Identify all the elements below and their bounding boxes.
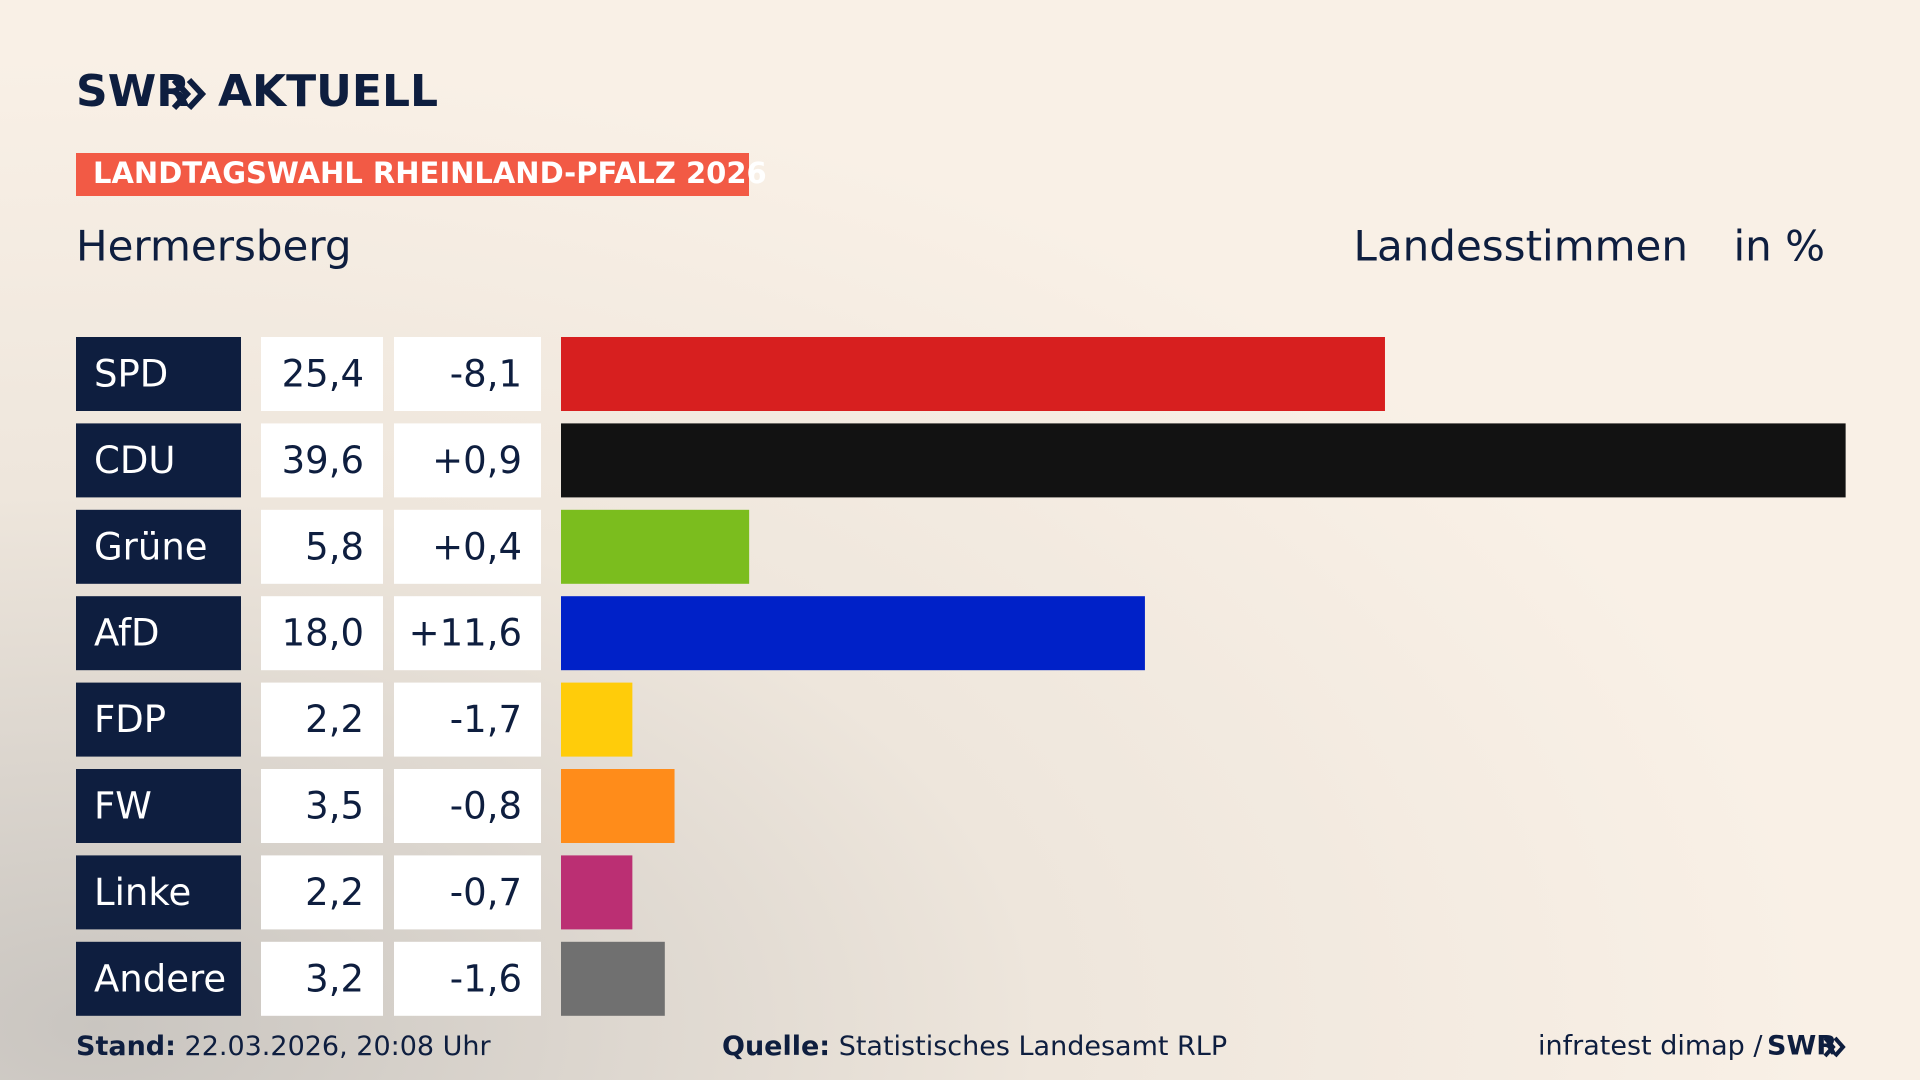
chart-title: Hermersberg (76, 222, 352, 271)
bar (561, 855, 633, 930)
change-label: -0,7 (450, 871, 522, 914)
change-box (394, 941, 541, 1016)
value-label: 39,6 (282, 439, 364, 482)
change-label: -1,7 (450, 698, 522, 741)
banner (76, 153, 749, 196)
value-box (261, 855, 383, 930)
bar (561, 941, 665, 1016)
source: Statistisches Landesamt RLP (839, 1031, 1227, 1062)
change-box (394, 596, 541, 671)
change-label: +0,9 (432, 439, 522, 482)
party-box (76, 596, 241, 671)
party-label: SPD (94, 353, 168, 396)
value-label: 5,8 (305, 525, 364, 568)
change-label: -0,8 (450, 785, 522, 828)
party-box (76, 769, 241, 843)
bar (561, 596, 1145, 671)
unit: in % (1733, 222, 1825, 271)
change-label: +0,4 (432, 525, 522, 568)
change-box (394, 509, 541, 584)
change-box (394, 855, 541, 930)
value-label: 3,2 (305, 957, 364, 1000)
bar (561, 423, 1846, 498)
bar (561, 509, 750, 584)
party-box (76, 682, 241, 757)
source-label: Quelle: (722, 1031, 830, 1062)
change-label: -8,1 (450, 353, 522, 396)
party-box (76, 423, 241, 498)
value-label: 2,2 (305, 871, 364, 914)
change-box (394, 423, 541, 498)
value-box (261, 769, 383, 843)
value-box (261, 337, 383, 411)
value-label: 3,5 (305, 785, 364, 828)
party-box (76, 941, 241, 1016)
bar (561, 337, 1385, 411)
value-label: 2,2 (305, 698, 364, 741)
party-box (76, 855, 241, 930)
party-label: Grüne (94, 525, 208, 568)
value-box (261, 941, 383, 1016)
party-label: FDP (94, 698, 166, 741)
party-label: Andere (94, 957, 226, 1000)
party-box (76, 509, 241, 584)
chart-subtitle: Landesstimmen (1354, 222, 1688, 271)
change-label: -1,6 (450, 957, 522, 1000)
value-label: 18,0 (282, 612, 364, 655)
party-label: AfD (94, 612, 160, 655)
party-label: CDU (94, 439, 175, 482)
party-label: Linke (94, 871, 191, 914)
party-box (76, 337, 241, 411)
value-box (261, 596, 383, 671)
value-box (261, 682, 383, 757)
logo-chevrons (171, 77, 207, 111)
stand: 22.03.2026, 20:08 Uhr (185, 1031, 492, 1062)
value-box (261, 509, 383, 584)
footer-stand: Stand: 22.03.2026, 20:08 Uhr (76, 1031, 492, 1062)
value-box (261, 423, 383, 498)
footer-source: Quelle: Statistisches Landesamt RLP (722, 1031, 1227, 1062)
change-box (394, 682, 541, 757)
logo-swr: SWR (76, 66, 190, 117)
credit: infratest dimap / (1538, 1031, 1763, 1062)
credit-chevrons (1823, 1036, 1846, 1058)
party-label: FW (94, 785, 152, 828)
change-label: +11,6 (409, 612, 522, 655)
bar (561, 769, 675, 843)
change-box (394, 337, 541, 411)
change-box (394, 769, 541, 843)
stand-label: Stand: (76, 1031, 176, 1062)
bar (561, 682, 633, 757)
banner-text: LANDTAGSWAHL RHEINLAND-PFALZ 2026 (93, 156, 767, 190)
value-label: 25,4 (282, 353, 364, 396)
logo-aktuell: AKTUELL (218, 66, 438, 117)
